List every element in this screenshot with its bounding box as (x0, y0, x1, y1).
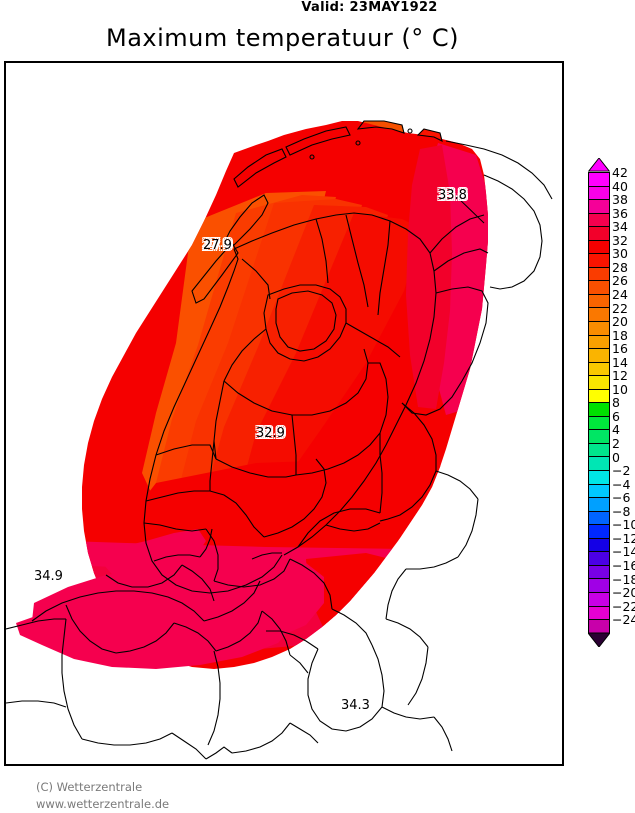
colorbar-band (589, 416, 609, 431)
colorbar-band (589, 335, 609, 350)
colorbar-band (589, 592, 609, 607)
colorbar-band (589, 349, 609, 363)
mainland-temperature-bands (82, 121, 488, 669)
colorbar-band (589, 484, 609, 499)
colorbar-band (589, 620, 609, 634)
colorbar-band (589, 389, 609, 404)
colorbar-tick: 16 (612, 341, 628, 357)
station-leader-lines (228, 195, 485, 247)
colorbar-tick: −22 (612, 598, 635, 614)
colorbar-tick: 24 (612, 286, 628, 302)
colorbar-band (589, 498, 609, 512)
colorbar-band (589, 443, 609, 458)
colorbar-tick: −12 (612, 530, 635, 546)
colorbar-band (589, 376, 609, 390)
colorbar-band (589, 457, 609, 472)
colorbar-bottom-arrow-icon (588, 632, 610, 647)
colorbar-band (589, 281, 609, 295)
colorbar-tick: 32 (612, 232, 628, 248)
colorbar-band (589, 200, 609, 214)
colorbar-tick: 28 (612, 259, 628, 275)
colorbar-tick: 4 (612, 422, 620, 438)
colorbar-band (589, 322, 609, 336)
colorbar-band (589, 403, 609, 417)
colorbar-tick: 22 (612, 300, 628, 316)
colorbar-tick: 2 (612, 436, 620, 451)
colorbar-top-arrow-icon (588, 158, 610, 172)
colorbar-band (589, 471, 609, 485)
page-title: Maximum temperatuur (° C) (106, 24, 459, 52)
colorbar-tick: 20 (612, 314, 628, 330)
colorbar-tick: −20 (612, 585, 635, 601)
website-text: www.wetterzentrale.de (36, 797, 170, 811)
colorbar-band (589, 565, 609, 580)
colorbar-tick: 30 (612, 246, 628, 262)
colorbar-band (589, 430, 609, 444)
colorbar-band (589, 254, 609, 268)
colorbar-tick: 14 (612, 354, 628, 370)
colorbar-tick: −4 (612, 476, 631, 492)
colorbar-tick: −10 (612, 517, 635, 533)
colorbar-tick: −18 (612, 571, 635, 587)
station-value-32-9: 32.9 (256, 426, 285, 441)
colorbar-bands (588, 172, 610, 634)
colorbar-tick: 8 (612, 395, 620, 411)
colorbar-band (589, 186, 609, 201)
colorbar-tick: 38 (612, 192, 628, 208)
colorbar-band (589, 362, 609, 377)
colorbar-tick: 40 (612, 178, 628, 194)
colorbar-tick: 34 (612, 219, 628, 235)
colorbar-band (589, 240, 609, 255)
colorbar-tick: −14 (612, 544, 635, 560)
colorbar-tick: 10 (612, 381, 628, 397)
colorbar-band (589, 267, 609, 282)
colorbar-band (589, 173, 609, 187)
colorbar-band (589, 294, 609, 309)
map-frame (4, 61, 564, 766)
colorbar-band (589, 511, 609, 526)
colorbar-tick: 42 (612, 165, 628, 180)
copyright-text: (C) Wetterzentrale (36, 780, 143, 794)
temperature-map[interactable] (6, 63, 562, 764)
colorbar-band (589, 552, 609, 566)
colorbar-tick: 12 (612, 368, 628, 384)
belgium-fill (16, 529, 324, 669)
temperature-contour-fill (16, 121, 488, 669)
colorbar-tick: 0 (612, 449, 620, 465)
footer: (C) Wetterzentrale www.wetterzentrale.de (36, 779, 169, 813)
coastline-and-borders (6, 120, 553, 760)
colorbar-band (589, 606, 609, 621)
colorbar-band (589, 213, 609, 228)
colorbar-tick: 6 (612, 408, 620, 424)
colorbar-tick: −16 (612, 557, 635, 573)
station-value-27-9: 27.9 (203, 238, 232, 253)
colorbar-band (589, 538, 609, 553)
colorbar-tick: −24 (612, 612, 635, 628)
colorbar-tick: 26 (612, 273, 628, 289)
colorbar-tick: 18 (612, 327, 628, 343)
temperature-colorbar[interactable]: 42 40 38 36 34 32 30 28 26 24 22 20 18 16 14 12 10 8 6 4 2 0−… (588, 158, 635, 668)
colorbar-band (589, 525, 609, 539)
station-value-33-8: 33.8 (438, 188, 467, 203)
colorbar-tick: −6 (612, 490, 631, 506)
station-value-34-3: 34.3 (341, 698, 370, 713)
station-value-34-9: 34.9 (34, 569, 63, 584)
valid-time-label: Valid: 23MAY1922 (301, 0, 438, 15)
colorbar-tick: −8 (612, 503, 631, 519)
colorbar-tick: 36 (612, 205, 628, 221)
colorbar-band (589, 308, 609, 323)
colorbar-band (589, 579, 609, 593)
colorbar-tick: −2 (612, 463, 631, 479)
colorbar-band (589, 227, 609, 241)
